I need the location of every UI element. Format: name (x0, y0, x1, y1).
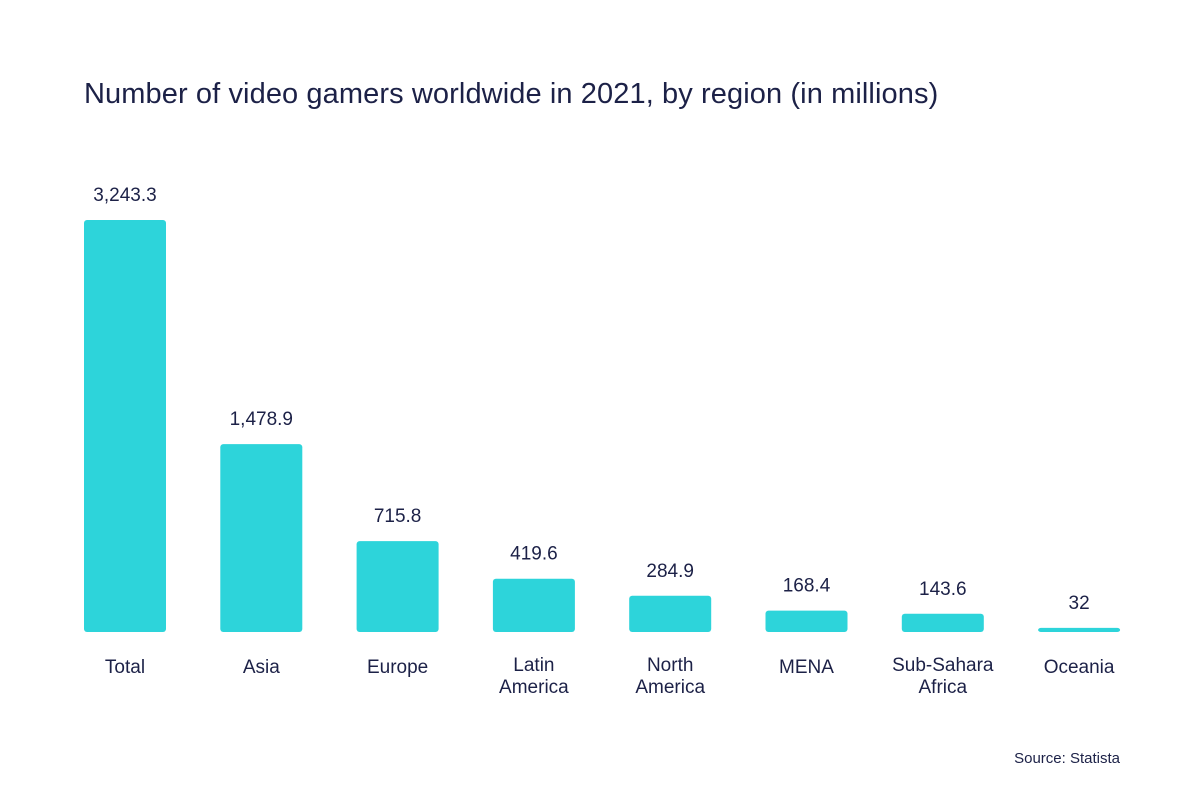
category-label: Sub-Sahara Africa (892, 655, 994, 698)
bars-group (84, 220, 1121, 632)
bar-europe (356, 541, 439, 632)
value-labels-group: 3,243.3 1,478.9 715.8 419.6 284.9 168.4 143.6 3… (93, 185, 1089, 614)
value-label: 419.6 (510, 544, 558, 565)
bar-north-america (629, 595, 712, 632)
category-label: Total (105, 657, 145, 678)
bar-total (84, 220, 166, 632)
value-label: 1,478.9 (230, 409, 293, 430)
bar-sub-sahara-africa (901, 613, 984, 632)
bar-asia (220, 444, 303, 632)
category-label: Latin America (499, 655, 569, 698)
value-label: 143.6 (919, 579, 967, 600)
chart-title: Number of video gamers worldwide in 2021… (84, 78, 939, 110)
bar-oceania (1038, 627, 1121, 632)
bar-latin-america (492, 578, 575, 632)
value-label: 32 (1069, 593, 1090, 614)
value-label: 715.8 (374, 506, 422, 527)
source-note: Source: Statista (1014, 750, 1120, 767)
category-label: North America (635, 655, 705, 698)
value-label: 3,243.3 (93, 185, 156, 206)
category-labels-group: Total Asia Europe Latin America North America M… (105, 655, 1115, 698)
category-label: Asia (243, 657, 280, 678)
value-label: 284.9 (646, 561, 694, 582)
bar-mena (765, 610, 848, 632)
value-label: 168.4 (783, 576, 831, 597)
category-label: MENA (779, 657, 834, 678)
category-label: Europe (367, 657, 428, 678)
category-label: Oceania (1044, 657, 1115, 678)
